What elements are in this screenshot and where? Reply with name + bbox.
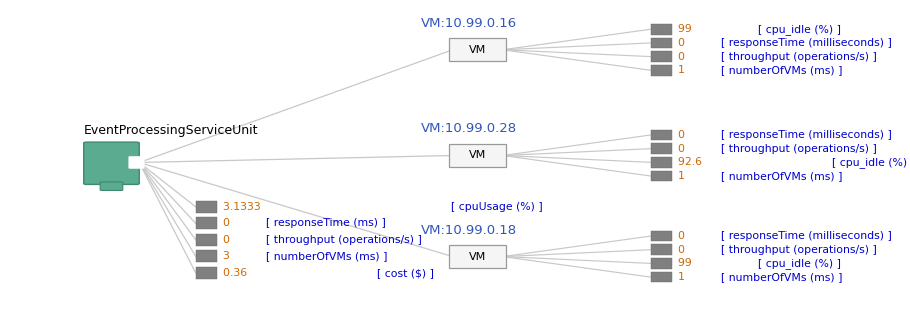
Text: VM:10.99.0.28: VM:10.99.0.28 (420, 123, 517, 136)
Text: [ throughput (operations/s) ]: [ throughput (operations/s) ] (267, 235, 422, 245)
Text: 99: 99 (678, 258, 695, 268)
Text: [ responseTime (ms) ]: [ responseTime (ms) ] (267, 218, 386, 228)
FancyBboxPatch shape (651, 244, 672, 255)
Text: 0: 0 (678, 144, 689, 154)
Text: 1: 1 (678, 171, 688, 181)
Text: 3.1333: 3.1333 (223, 202, 264, 212)
Text: VM: VM (470, 45, 486, 55)
FancyBboxPatch shape (651, 157, 672, 168)
Text: 1: 1 (678, 272, 688, 282)
Text: [ numberOfVMs (ms) ]: [ numberOfVMs (ms) ] (722, 171, 843, 181)
FancyBboxPatch shape (450, 245, 506, 268)
FancyBboxPatch shape (100, 182, 123, 190)
FancyBboxPatch shape (450, 39, 506, 61)
Text: [ throughput (operations/s) ]: [ throughput (operations/s) ] (722, 245, 877, 255)
Text: 99: 99 (678, 24, 695, 34)
FancyBboxPatch shape (651, 258, 672, 269)
Text: [ numberOfVMs (ms) ]: [ numberOfVMs (ms) ] (722, 65, 843, 75)
Text: [ cpu_idle (%) ]: [ cpu_idle (%) ] (758, 258, 841, 269)
FancyBboxPatch shape (651, 65, 672, 76)
Text: 0: 0 (678, 231, 689, 241)
Text: [ cpu_idle (%) ]: [ cpu_idle (%) ] (758, 24, 841, 35)
FancyBboxPatch shape (196, 234, 217, 246)
FancyBboxPatch shape (196, 250, 217, 262)
Text: [ cpu_idle (%) ]: [ cpu_idle (%) ] (832, 157, 910, 168)
Text: [ cpuUsage (%) ]: [ cpuUsage (%) ] (450, 202, 542, 212)
FancyBboxPatch shape (651, 231, 672, 241)
Text: [ cost ($) ]: [ cost ($) ] (377, 268, 434, 278)
FancyBboxPatch shape (651, 38, 672, 48)
FancyBboxPatch shape (651, 130, 672, 140)
Text: VM: VM (470, 252, 486, 262)
Text: 92.6: 92.6 (678, 157, 705, 167)
FancyBboxPatch shape (651, 272, 672, 282)
Text: [ throughput (operations/s) ]: [ throughput (operations/s) ] (722, 144, 877, 154)
Text: 0: 0 (678, 52, 689, 62)
FancyBboxPatch shape (450, 144, 506, 167)
Text: [ numberOfVMs (ms) ]: [ numberOfVMs (ms) ] (722, 272, 843, 282)
Text: [ responseTime (milliseconds) ]: [ responseTime (milliseconds) ] (722, 130, 892, 140)
Text: 3: 3 (223, 251, 233, 261)
Text: 0.36: 0.36 (223, 268, 250, 278)
FancyBboxPatch shape (196, 267, 217, 279)
Text: [ responseTime (milliseconds) ]: [ responseTime (milliseconds) ] (722, 231, 892, 241)
FancyBboxPatch shape (84, 142, 139, 184)
Text: EventProcessingServiceUnit: EventProcessingServiceUnit (84, 124, 258, 137)
Text: 0: 0 (223, 218, 234, 228)
Text: 0: 0 (678, 38, 689, 48)
FancyBboxPatch shape (651, 143, 672, 154)
FancyBboxPatch shape (128, 156, 145, 169)
Text: VM:10.99.0.18: VM:10.99.0.18 (420, 224, 517, 236)
FancyBboxPatch shape (651, 171, 672, 181)
FancyBboxPatch shape (196, 217, 217, 229)
Text: VM: VM (470, 151, 486, 160)
Text: [ throughput (operations/s) ]: [ throughput (operations/s) ] (722, 52, 877, 62)
Text: 0: 0 (678, 130, 689, 140)
Text: VM:10.99.0.16: VM:10.99.0.16 (420, 17, 517, 30)
Text: [ numberOfVMs (ms) ]: [ numberOfVMs (ms) ] (267, 251, 388, 261)
Text: 1: 1 (678, 65, 688, 75)
Text: [ responseTime (milliseconds) ]: [ responseTime (milliseconds) ] (722, 38, 892, 48)
Text: 0: 0 (223, 235, 234, 245)
Text: 0: 0 (678, 245, 689, 255)
FancyBboxPatch shape (651, 51, 672, 62)
FancyBboxPatch shape (651, 24, 672, 35)
FancyBboxPatch shape (196, 201, 217, 213)
